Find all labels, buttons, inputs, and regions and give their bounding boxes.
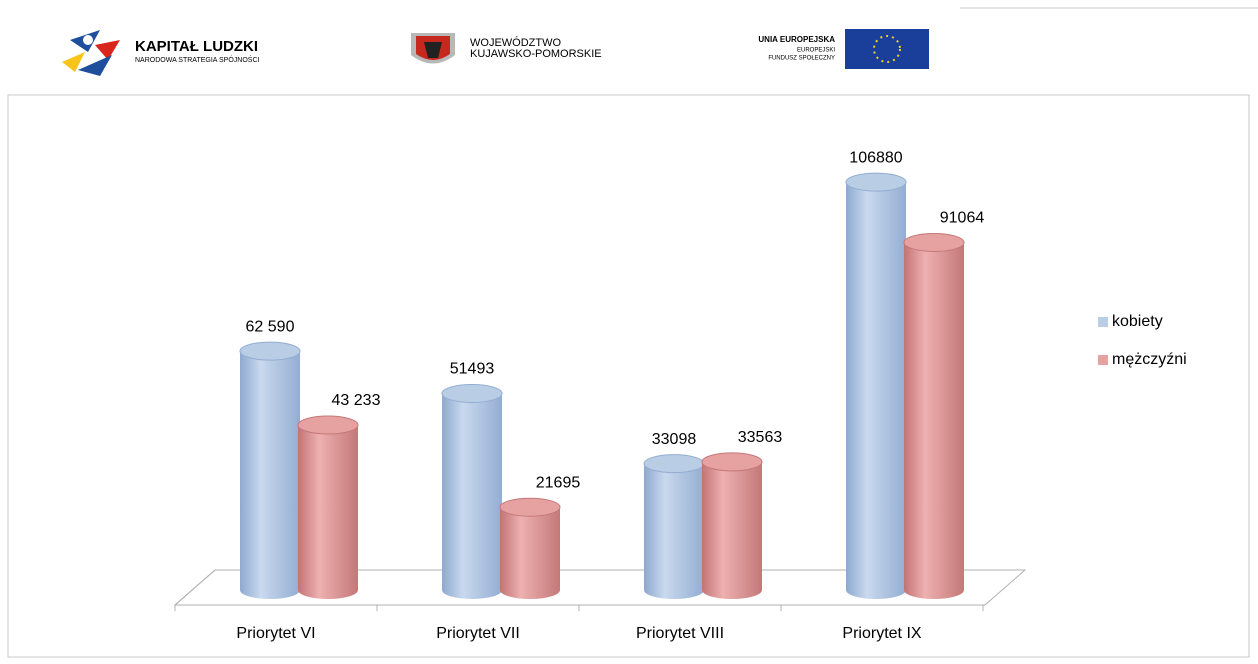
chart-floor-edge [174,569,216,606]
logo-text: UNIA EUROPEJSKA [758,35,835,44]
x-tick-label: Priorytet IX [842,625,921,642]
cylinder [442,384,502,599]
cylinder [298,415,358,599]
value-label: 21695 [536,474,581,491]
logo-text: WOJEWÓDZTWO [470,36,561,49]
logo-text: FUNDUSZ SPOŁECZNY [768,56,835,62]
value-label: 91064 [940,210,985,227]
cylinder [644,454,704,599]
value-label: 106880 [849,149,902,166]
x-tick-label: Priorytet VI [236,625,315,642]
logo-kapital [62,30,120,76]
cylinder-top [297,415,359,435]
legend-label: mężczyźni [1112,351,1187,368]
legend-label: kobiety [1112,313,1163,330]
value-label: 33098 [652,431,697,448]
cylinder [846,173,906,600]
cylinder [702,452,762,599]
cylinder-top [643,454,705,474]
value-label: 33563 [738,429,783,446]
logo-herb [411,33,455,64]
cylinder-top [499,497,561,517]
cylinder-top [903,232,965,252]
eu-flag [845,29,929,69]
frame [7,94,1250,658]
value-label: 62 590 [246,318,295,335]
legend-swatch [1098,317,1108,327]
logo-text: EUROPEJSKI [797,48,835,54]
value-label: 51493 [450,361,495,378]
legend-swatch [1098,355,1108,365]
logo-title: KAPITAŁ LUDZKI [135,38,258,55]
cylinder [904,233,964,599]
cylinder-top [441,383,503,403]
x-tick-label: Priorytet VIII [636,625,724,642]
cylinder-top [701,452,763,472]
logo-subtitle: NARODOWA STRATEGIA SPÓJNOŚCI [135,55,260,64]
cylinder [240,342,300,599]
value-label: 43 233 [332,392,381,409]
cylinder-top [845,172,907,192]
cylinder [500,498,560,599]
x-tick-label: Priorytet VII [436,625,520,642]
cylinder-top [239,341,301,361]
logo-text: KUJAWSKO-POMORSKIE [470,48,602,60]
